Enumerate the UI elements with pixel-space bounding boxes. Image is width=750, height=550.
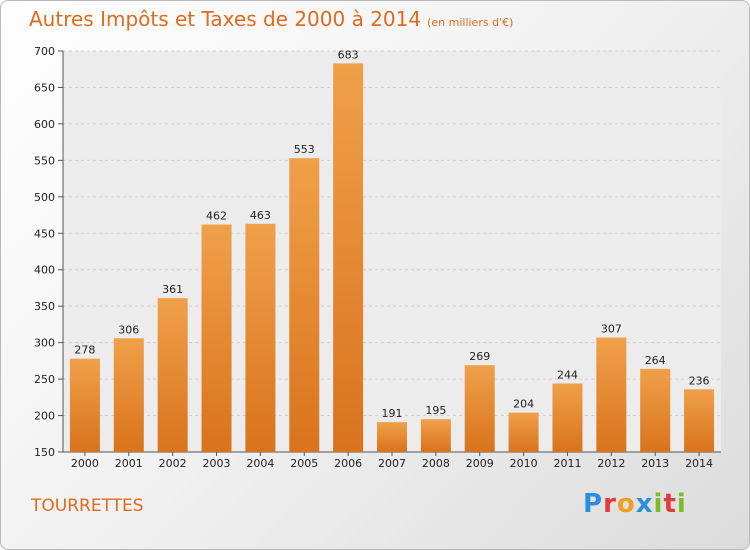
- x-tick-label: 2013: [641, 457, 669, 470]
- bar: [684, 389, 715, 452]
- bar-value-label: 306: [118, 323, 139, 336]
- bar: [420, 419, 451, 452]
- bar: [289, 158, 320, 452]
- bar-value-label: 307: [601, 323, 622, 336]
- bar: [113, 338, 144, 452]
- bar: [640, 368, 671, 452]
- bar-value-label: 463: [250, 209, 271, 222]
- y-tick-label: 400: [34, 264, 55, 277]
- x-tick-label: 2003: [203, 457, 231, 470]
- y-tick-label: 650: [34, 81, 55, 94]
- bar-value-label: 683: [338, 48, 359, 61]
- x-tick-label: 2000: [71, 457, 99, 470]
- y-tick-label: 250: [34, 373, 55, 386]
- x-tick-label: 2009: [466, 457, 494, 470]
- y-tick-label: 500: [34, 191, 55, 204]
- bar: [245, 223, 276, 452]
- x-tick-label: 2011: [553, 457, 581, 470]
- x-tick-label: 2001: [115, 457, 143, 470]
- x-tick-label: 2006: [334, 457, 362, 470]
- chart-title-text: Autres Impôts et Taxes de 2000 à 2014: [29, 7, 422, 31]
- y-tick-label: 600: [34, 118, 55, 131]
- bar-value-label: 462: [206, 210, 227, 223]
- y-tick-label: 450: [34, 227, 55, 240]
- x-tick-label: 2004: [246, 457, 274, 470]
- x-tick-label: 2010: [510, 457, 538, 470]
- bar: [596, 337, 627, 452]
- bar: [508, 412, 539, 452]
- bar-value-label: 191: [382, 407, 403, 420]
- bar: [464, 365, 495, 452]
- bar: [201, 224, 232, 452]
- logo-letter: t: [663, 489, 677, 519]
- logo-letter: i: [676, 489, 687, 519]
- x-tick-label: 2014: [685, 457, 713, 470]
- y-tick-label: 150: [34, 446, 55, 459]
- bar-value-label: 244: [557, 368, 578, 381]
- logo-letter: r: [603, 489, 617, 519]
- y-tick-label: 200: [34, 410, 55, 423]
- chart-title: Autres Impôts et Taxes de 2000 à 2014 (en…: [29, 7, 513, 31]
- logo-letter: i: [653, 489, 664, 519]
- bar-value-label: 278: [74, 344, 95, 357]
- bar: [377, 422, 407, 452]
- bar: [69, 358, 100, 452]
- x-tick-label: 2007: [378, 457, 406, 470]
- proxiti-logo: Proxiti: [583, 489, 687, 519]
- bar-value-label: 236: [689, 374, 710, 387]
- bar: [157, 298, 188, 452]
- logo-letter: x: [635, 489, 654, 519]
- y-tick-label: 300: [34, 337, 55, 350]
- chart-subtitle: (en milliers d'€): [427, 16, 514, 29]
- bar-value-label: 204: [513, 398, 534, 411]
- bar-value-label: 195: [425, 404, 446, 417]
- x-tick-label: 2012: [597, 457, 625, 470]
- y-tick-label: 550: [34, 154, 55, 167]
- x-tick-label: 2008: [422, 457, 450, 470]
- bar: [552, 383, 583, 452]
- bar-value-label: 269: [469, 350, 490, 363]
- y-tick-label: 350: [34, 300, 55, 313]
- logo-letter: o: [616, 489, 636, 519]
- x-tick-label: 2005: [290, 457, 318, 470]
- bar-value-label: 553: [294, 143, 315, 156]
- logo-letter: P: [583, 489, 604, 519]
- place-name: TOURRETTES: [31, 496, 144, 516]
- x-tick-label: 2002: [159, 457, 187, 470]
- y-tick-label: 700: [34, 45, 55, 58]
- bar-value-label: 361: [162, 283, 183, 296]
- bar: [333, 63, 364, 453]
- bar-value-label: 264: [645, 354, 666, 367]
